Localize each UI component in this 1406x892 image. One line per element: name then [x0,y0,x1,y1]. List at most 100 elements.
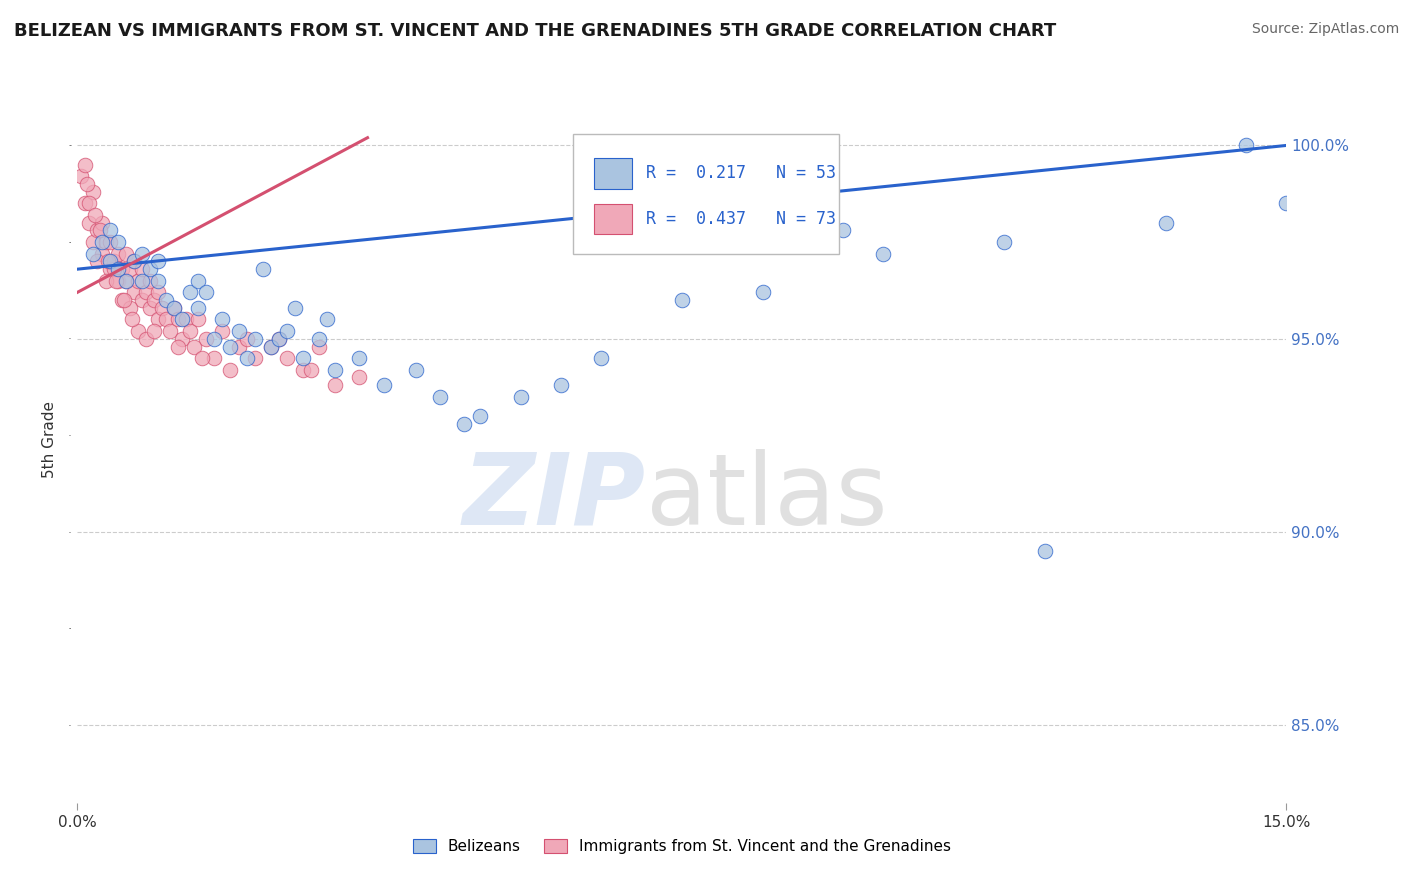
Point [323,378,346,392]
Point [122,254,145,268]
Point [243,351,266,365]
Point [172,332,194,346]
Point [94,274,117,288]
Point [187,312,209,326]
Bar [593,158,633,188]
Point [671,293,693,307]
Point [86,254,108,268]
Point [142,293,165,307]
Point [82,235,104,249]
Point [146,312,169,326]
Point [84,208,107,222]
Point [172,312,194,326]
Point [112,293,135,307]
Point [90,216,112,230]
Point [195,285,218,300]
Point [76,177,98,191]
Point [308,339,330,353]
Point [146,274,169,288]
Point [107,274,129,288]
Point [127,274,149,288]
Point [267,332,290,346]
Point [89,223,111,237]
Point [82,246,104,260]
Point [98,254,121,268]
Point [195,332,218,346]
Point [82,185,104,199]
Point [183,339,205,353]
Point [155,312,177,326]
Text: BELIZEAN VS IMMIGRANTS FROM ST. VINCENT AND THE GRENADINES 5TH GRADE CORRELATION: BELIZEAN VS IMMIGRANTS FROM ST. VINCENT … [14,22,1056,40]
Point [267,332,290,346]
Point [260,339,283,353]
Point [591,351,613,365]
Point [276,351,298,365]
Point [111,293,134,307]
Point [146,285,169,300]
Point [276,324,298,338]
Point [139,301,162,315]
Point [79,196,101,211]
Point [163,301,186,315]
Point [228,339,250,353]
Point [114,246,136,260]
Point [75,196,97,211]
Point [150,301,173,315]
Point [219,339,242,353]
Point [284,301,307,315]
Point [292,351,315,365]
Point [1275,196,1298,211]
Point [993,235,1015,249]
Point [131,293,153,307]
Bar [593,203,633,235]
Point [122,285,145,300]
Point [1154,216,1177,230]
Point [187,274,209,288]
Point [308,332,330,346]
Point [299,362,322,376]
Point [509,390,531,404]
Text: atlas: atlas [645,449,887,546]
Text: Source: ZipAtlas.com: Source: ZipAtlas.com [1251,22,1399,37]
Point [155,293,177,307]
Point [139,262,162,277]
Point [131,274,153,288]
Text: R =  0.217   N = 53: R = 0.217 N = 53 [645,164,835,182]
Point [107,262,129,277]
Point [211,312,233,326]
Point [260,339,283,353]
Point [107,235,129,249]
Point [179,324,201,338]
Point [103,254,125,268]
Point [159,324,181,338]
Point [373,378,395,392]
Point [97,254,120,268]
Point [135,332,157,346]
Point [167,339,190,353]
Point [219,362,242,376]
Point [235,351,257,365]
Point [114,274,136,288]
Point [131,262,153,277]
Point [98,223,121,237]
Point [187,301,209,315]
Point [211,324,233,338]
Point [405,362,427,376]
Text: ZIP: ZIP [463,449,645,546]
Point [228,324,250,338]
Point [202,332,225,346]
Point [90,246,112,260]
Point [127,324,149,338]
Point [243,332,266,346]
Point [79,216,101,230]
Point [121,312,143,326]
Point [292,362,315,376]
Point [349,351,371,365]
Point [146,254,169,268]
Point [86,223,108,237]
Point [349,370,371,384]
Point [1234,138,1257,153]
FancyBboxPatch shape [574,134,839,254]
Point [118,301,141,315]
Text: R =  0.437   N = 73: R = 0.437 N = 73 [645,210,835,228]
